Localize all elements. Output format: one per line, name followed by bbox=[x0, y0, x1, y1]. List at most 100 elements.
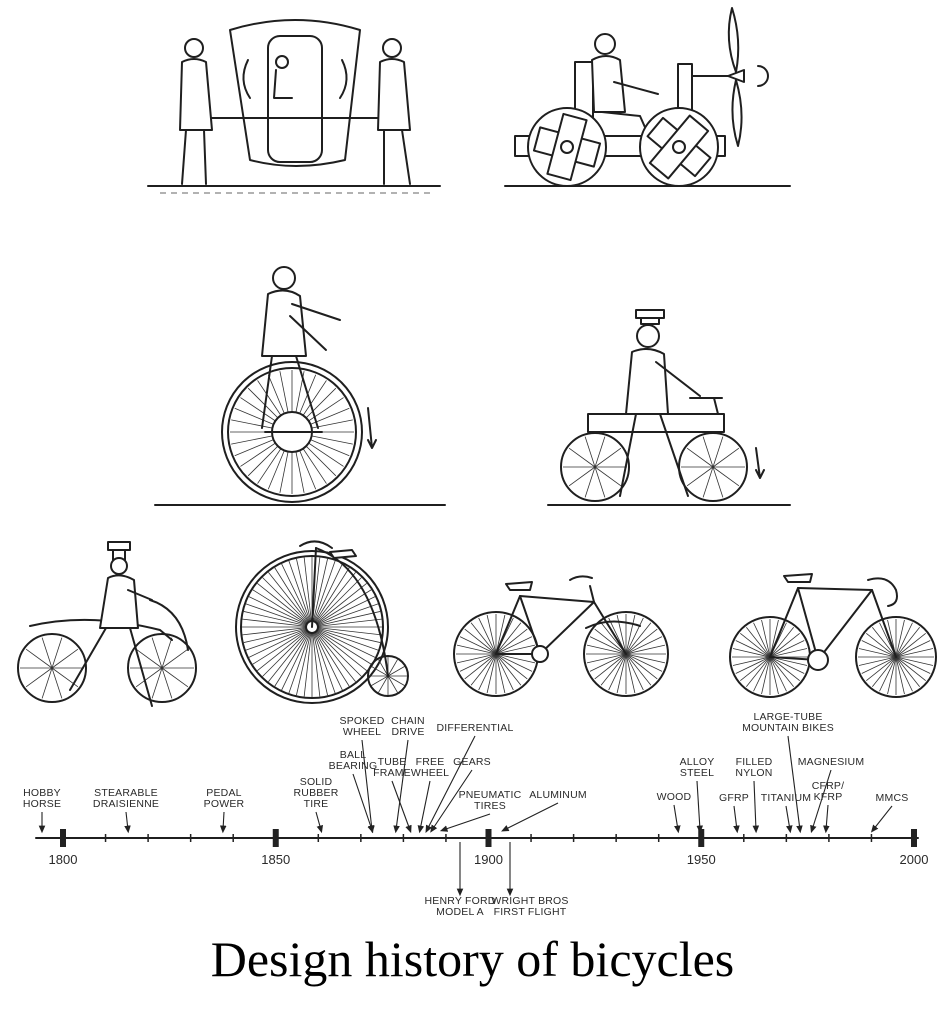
wheel-spoke bbox=[895, 648, 934, 658]
timeline-event-label: GEARS bbox=[453, 756, 491, 768]
wheel-spoke bbox=[242, 626, 313, 636]
wheel-spoke bbox=[625, 653, 644, 691]
wheel-spoke bbox=[584, 466, 596, 498]
wheel-spoke bbox=[712, 466, 724, 498]
wheel-spoke bbox=[895, 640, 931, 658]
wheel-spoke bbox=[486, 614, 497, 655]
wheel-spoke bbox=[866, 656, 897, 682]
wheel-spoke bbox=[161, 667, 173, 699]
wheel-spoke bbox=[303, 557, 313, 628]
wheel-spoke bbox=[625, 617, 644, 655]
wheel-spoke bbox=[732, 648, 771, 658]
wheel-spoke bbox=[495, 653, 522, 686]
wheel-spoke bbox=[625, 653, 666, 664]
wheel-spoke bbox=[625, 653, 658, 680]
wheel-spoke bbox=[161, 637, 173, 669]
wheel-spoke bbox=[586, 644, 627, 655]
wheel-spoke bbox=[311, 626, 381, 643]
wheel-spoke bbox=[625, 628, 658, 655]
wheel-spoke bbox=[25, 667, 53, 688]
wheel-spoke bbox=[387, 675, 405, 686]
wheel-spoke bbox=[311, 596, 376, 628]
wheel-spoke bbox=[245, 603, 313, 628]
wheel-spoke bbox=[252, 589, 313, 628]
wheel-spoke bbox=[769, 656, 800, 682]
wheel-spoke bbox=[41, 667, 53, 699]
wheel-spoke bbox=[478, 617, 497, 655]
wheel-spoke bbox=[311, 626, 362, 677]
wheel-spoke bbox=[887, 656, 897, 695]
design-timeline bbox=[35, 735, 919, 897]
wheel-spoke bbox=[268, 626, 313, 682]
wheel-spoke bbox=[495, 653, 506, 694]
year-label: 2000 bbox=[899, 852, 929, 867]
wheel-spoke bbox=[242, 618, 313, 628]
wheel-spoke bbox=[311, 626, 382, 636]
wheel-spoke bbox=[311, 563, 343, 628]
wheel-spoke bbox=[470, 653, 497, 686]
timeline-event-arrow bbox=[785, 805, 793, 834]
timeline-event-arrow bbox=[430, 769, 473, 833]
wheel-spoke bbox=[712, 466, 740, 487]
wheel-spoke bbox=[712, 447, 740, 468]
wheel-spoke bbox=[51, 637, 63, 669]
wheel-spoke bbox=[871, 627, 897, 658]
wheel-spoke bbox=[858, 656, 897, 666]
wheel-spoke bbox=[495, 636, 533, 655]
timeline-event-arrow bbox=[315, 811, 324, 834]
wheel-spoke bbox=[735, 640, 771, 658]
timeline-event-label: DIFFERENTIAL bbox=[436, 722, 514, 734]
year-label: 1900 bbox=[474, 852, 503, 867]
wheel-spoke bbox=[311, 626, 343, 691]
wheel-spoke bbox=[486, 653, 497, 694]
wheel-spoke bbox=[895, 622, 913, 658]
wheel-spoke bbox=[879, 656, 897, 692]
wheel-spoke bbox=[311, 626, 336, 694]
timeline-event-label: SPOKED WHEEL bbox=[339, 715, 385, 738]
wheel-spoke bbox=[769, 656, 805, 674]
wheel-spoke bbox=[686, 447, 714, 468]
timeline-event-arrow bbox=[673, 804, 681, 834]
year-label: 1850 bbox=[261, 852, 291, 867]
wheel-spoke bbox=[252, 626, 313, 665]
timeline-major-tick bbox=[698, 829, 705, 847]
wheel-spoke bbox=[161, 648, 189, 669]
wheel-spoke bbox=[769, 627, 795, 658]
wheel-spoke bbox=[257, 583, 313, 628]
wheel-spoke bbox=[895, 656, 934, 666]
timeline-event-arrow bbox=[361, 739, 375, 834]
wheel-spoke bbox=[740, 656, 771, 682]
wheel-spoke bbox=[378, 659, 389, 677]
timeline-event-label: WOOD bbox=[656, 791, 692, 803]
wheel-spoke bbox=[861, 640, 897, 658]
timeline-event-label: TUBE FRAME bbox=[373, 756, 411, 779]
wheel-spoke bbox=[625, 653, 663, 672]
wheel-spoke bbox=[464, 653, 497, 680]
timeline-event-arrow bbox=[696, 780, 704, 834]
wheel-spoke bbox=[41, 637, 53, 669]
wheel-spoke bbox=[311, 626, 321, 697]
wheel-spoke bbox=[135, 667, 163, 688]
wheel-spoke bbox=[311, 626, 328, 696]
wheel-spoke bbox=[769, 656, 779, 695]
wheel-spoke bbox=[495, 614, 506, 655]
hobby-horse-illustration bbox=[17, 541, 197, 707]
wheel-spoke bbox=[495, 622, 522, 655]
wheel-spoke bbox=[594, 628, 627, 655]
wheel-spoke bbox=[311, 603, 379, 628]
wheel-spoke bbox=[248, 596, 313, 628]
wheel-spoke bbox=[769, 656, 787, 692]
wheel-spoke bbox=[371, 675, 389, 686]
timeline-event-arrow bbox=[870, 805, 893, 833]
timeline-event-label: LARGE-TUBE MOUNTAIN BIKES bbox=[742, 711, 834, 734]
wheel-spoke bbox=[288, 626, 313, 694]
wheel-spoke bbox=[600, 653, 627, 686]
wheel-spoke bbox=[589, 653, 627, 672]
wheel-spoke bbox=[51, 648, 79, 669]
wheel-spoke bbox=[243, 626, 313, 643]
timeline-event-label: GFRP bbox=[719, 792, 749, 804]
timeline-event-label: WRIGHT BROS FIRST FLIGHT bbox=[491, 895, 569, 918]
wheel-spoke bbox=[274, 626, 313, 687]
wheel-spoke bbox=[584, 436, 596, 468]
